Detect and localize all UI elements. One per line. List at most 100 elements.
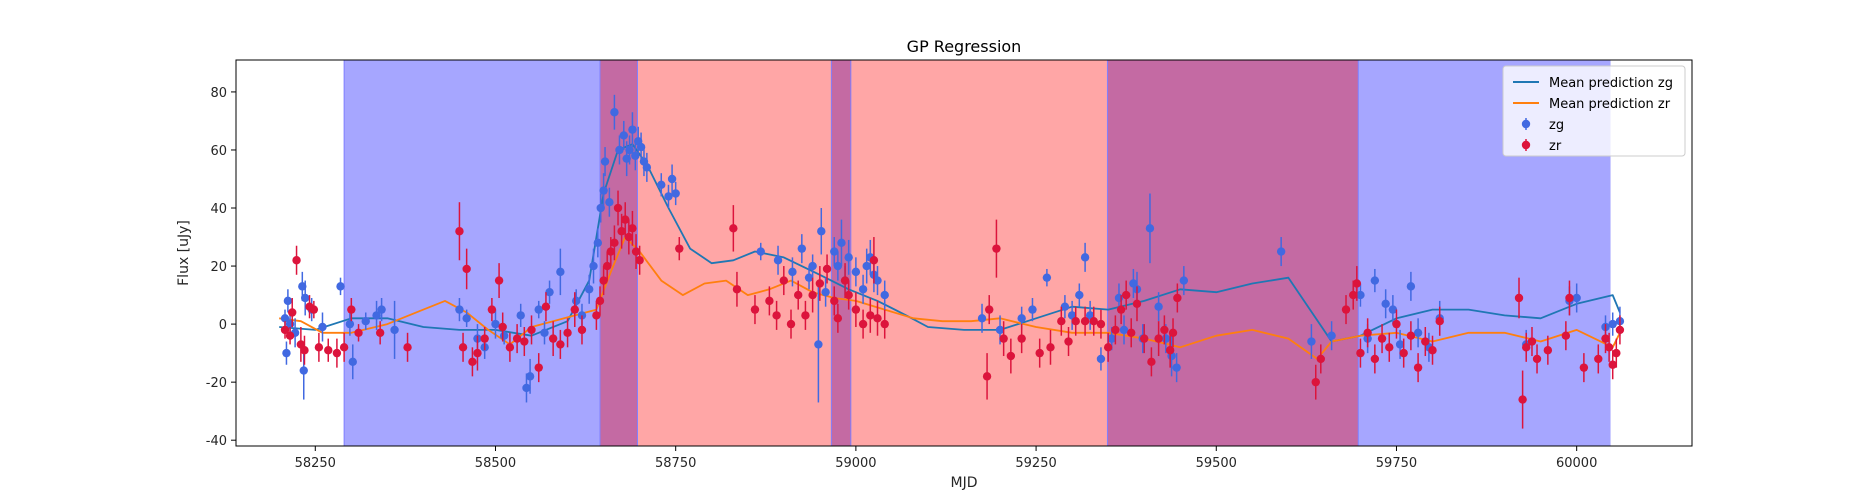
marker [1594, 354, 1603, 364]
point-zg-69 [858, 274, 868, 304]
marker [1349, 290, 1358, 300]
point-zg-25 [525, 358, 535, 394]
point-zr-51 [732, 271, 742, 307]
point-zg-74 [880, 280, 889, 310]
marker [314, 343, 324, 352]
marker [1406, 282, 1416, 291]
point-zr-103 [1352, 266, 1362, 301]
marker [1103, 343, 1113, 352]
y-tick-label: -20 [206, 376, 227, 391]
point-zg-43 [625, 135, 634, 165]
point-zr-8 [314, 332, 324, 362]
marker [522, 383, 531, 393]
point-zr-61 [822, 254, 832, 284]
point-zg-56 [788, 257, 797, 287]
point-zr-44 [621, 202, 630, 238]
marker [794, 290, 803, 300]
point-zr-119 [1527, 327, 1537, 357]
point-zg-88 [1119, 315, 1129, 345]
marker [1168, 328, 1178, 338]
marker [592, 311, 601, 320]
marker [1514, 293, 1524, 303]
marker [584, 285, 594, 294]
point-zg-68 [851, 257, 861, 287]
marker [625, 145, 634, 155]
point-zr-32 [556, 329, 565, 359]
marker [1612, 348, 1621, 358]
point-zr-117 [1518, 370, 1527, 429]
point-zr-63 [833, 303, 843, 333]
marker [1114, 293, 1124, 303]
point-zr-129 [1612, 338, 1621, 368]
point-zr-41 [610, 225, 619, 261]
shaded-region-4 [850, 60, 1108, 446]
marker [589, 261, 598, 271]
point-zr-84 [1089, 306, 1098, 336]
marker [520, 337, 529, 346]
marker [505, 343, 515, 352]
marker [324, 346, 333, 355]
x-tick-label: 58250 [295, 456, 336, 471]
marker [1172, 363, 1181, 372]
marker [977, 314, 987, 323]
marker [1421, 337, 1430, 346]
point-zg-55 [773, 245, 783, 275]
marker [1341, 305, 1351, 314]
marker [1080, 253, 1090, 262]
marker [610, 238, 619, 248]
point-zr-68 [866, 297, 875, 333]
marker [1579, 363, 1589, 372]
marker [288, 308, 297, 317]
point-zr-26 [512, 324, 522, 354]
point-zg-98 [1276, 237, 1286, 267]
point-zg-65 [837, 219, 846, 267]
point-zr-13 [354, 324, 363, 342]
marker [830, 296, 839, 306]
marker [318, 322, 327, 332]
marker [615, 145, 624, 155]
point-zr-116 [1514, 277, 1524, 319]
marker [1035, 348, 1044, 358]
marker [610, 108, 619, 117]
shaded-region-0 [344, 60, 600, 446]
point-zg-17 [455, 297, 464, 322]
point-zr-74 [992, 219, 1001, 278]
point-zr-86 [1103, 332, 1113, 362]
marker [779, 276, 789, 285]
marker [348, 357, 357, 367]
point-zg-115 [1608, 312, 1617, 336]
point-zr-36 [592, 300, 601, 330]
marker [280, 325, 290, 335]
point-zg-99 [1307, 324, 1316, 359]
marker [1089, 317, 1098, 326]
point-zr-23 [494, 263, 504, 298]
x-tick-label: 59000 [835, 456, 876, 471]
legend-label: Mean prediction zr [1549, 97, 1671, 112]
marker [804, 273, 814, 282]
point-zr-95 [1160, 315, 1169, 345]
marker [499, 331, 509, 340]
point-zr-96 [1165, 332, 1175, 368]
point-zg-26 [534, 300, 543, 319]
point-zr-75 [999, 321, 1008, 357]
point-zr-60 [815, 266, 825, 301]
marker [1046, 343, 1055, 352]
marker [1161, 334, 1171, 343]
y-tick-label: 80 [210, 86, 227, 101]
point-zr-5 [300, 335, 309, 365]
point-zg-79 [1042, 268, 1052, 287]
point-zg-7 [300, 280, 310, 316]
point-zg-54 [756, 242, 765, 261]
point-zr-113 [1421, 327, 1430, 357]
marker [765, 296, 774, 306]
shaded-regions [343, 60, 1611, 446]
marker [815, 279, 825, 288]
point-zr-50 [729, 205, 738, 252]
x-axis-label: MJD [951, 475, 978, 491]
point-zg-101 [1356, 283, 1365, 307]
point-zr-22 [487, 297, 497, 322]
marker [372, 311, 381, 320]
point-zg-50 [657, 173, 666, 197]
marker [992, 244, 1001, 253]
point-zg-13 [361, 312, 370, 330]
